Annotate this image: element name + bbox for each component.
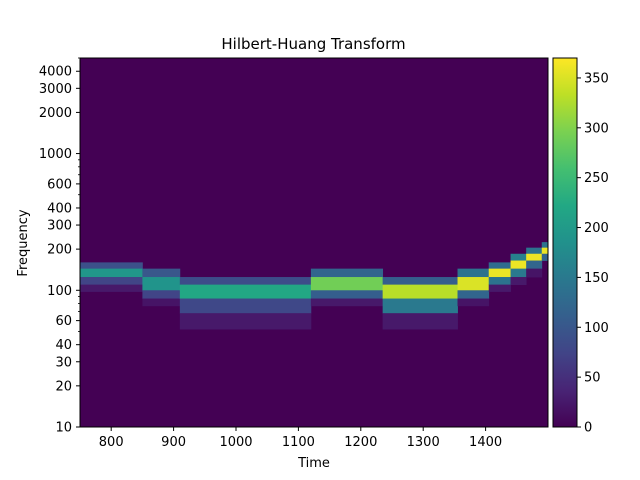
colorbar-tick-label: 300: [584, 121, 609, 136]
y-tick-label: 20: [55, 379, 72, 394]
heatmap-cell: [510, 268, 527, 278]
colorbar-tick-label: 200: [584, 221, 609, 236]
heatmap-cell: [80, 268, 143, 278]
colorbar-tick-label: 100: [584, 321, 609, 336]
heatmap-cell: [526, 268, 543, 278]
x-axis: 800 900 1000 1100 1200 1300 1400: [99, 427, 502, 450]
heatmap-cell: [457, 298, 490, 307]
plot-area: [79, 57, 549, 428]
heatmap-cell: [142, 268, 181, 278]
y-axis-label: Frequency: [16, 209, 31, 276]
y-tick-label: 1000: [39, 147, 72, 162]
heatmap-cell: [310, 290, 384, 299]
colorbar-tick-label: 250: [584, 171, 609, 186]
heatmap-cell: [510, 277, 527, 286]
x-tick-label: 900: [161, 435, 186, 450]
y-tick-label: 200: [47, 243, 72, 258]
plot-background: [80, 58, 548, 427]
x-tick-label: 1000: [219, 435, 252, 450]
heatmap-cell: [382, 313, 458, 330]
y-tick-label: 40: [55, 338, 72, 353]
y-tick-label: 4000: [39, 65, 72, 80]
heatmap-cell: [179, 277, 312, 286]
colorbar: 0 50 100 150 200 250 300 350: [552, 57, 609, 436]
heatmap-cell: [541, 247, 549, 255]
y-tick-label: 3000: [39, 82, 72, 97]
heatmap-cell: [142, 290, 181, 299]
heatmap-cell: [179, 284, 312, 299]
y-tick-label: 30: [55, 355, 72, 370]
heatmap-cells: [80, 242, 549, 330]
heatmap-cell: [457, 268, 490, 278]
x-tick-label: 1400: [469, 435, 502, 450]
heatmap-cell: [541, 253, 549, 261]
heatmap-cell: [310, 277, 384, 291]
x-tick-label: 1300: [407, 435, 440, 450]
y-tick-label: 2000: [39, 106, 72, 121]
heatmap-cell: [142, 277, 181, 291]
colorbar-frame: [552, 57, 578, 428]
colorbar-tick-label: 350: [584, 71, 609, 86]
y-tick-label: 100: [47, 284, 72, 299]
x-tick-label: 1200: [344, 435, 377, 450]
y-tick-label: 400: [47, 201, 72, 216]
heatmap-cell: [510, 253, 527, 261]
heatmap-cell: [310, 298, 384, 307]
x-tick-label: 800: [99, 435, 124, 450]
heatmap-cell: [80, 277, 143, 286]
heatmap-cell: [457, 290, 490, 299]
heatmap-cell: [382, 298, 458, 314]
x-axis-label: Time: [297, 456, 330, 471]
heatmap-cell: [526, 260, 543, 270]
heatmap-cell: [457, 277, 490, 291]
y-tick-label: 10: [55, 421, 72, 436]
colorbar-gradient: [553, 58, 577, 427]
heatmap-cell: [488, 284, 511, 292]
x-tick-label: 1100: [282, 435, 315, 450]
heatmap-cell: [526, 253, 543, 261]
y-tick-label: 300: [47, 219, 72, 234]
y-tick-label: 60: [55, 314, 72, 329]
colorbar-tick-label: 0: [584, 421, 592, 436]
chart-title: Hilbert-Huang Transform: [221, 35, 405, 53]
colorbar-ticks: 0 50 100 150 200 250 300 350: [577, 71, 609, 436]
heatmap-cell: [541, 242, 549, 249]
heatmap-cell: [80, 262, 143, 270]
colorbar-tick-label: 50: [584, 371, 601, 386]
heatmap-cell: [142, 298, 181, 307]
heatmap-cell: [179, 313, 312, 330]
y-axis: 10 20 30 40 60 100 200 300 400 600 1000 2000 3000 400…: [39, 57, 80, 436]
heatmap-cell: [526, 247, 543, 255]
plot-frame: [79, 57, 549, 428]
heatmap-cell: [179, 298, 312, 314]
heatmap-cell: [382, 284, 458, 299]
heatmap-cell: [488, 277, 511, 286]
heatmap-cell: [510, 260, 527, 270]
y-tick-label: 600: [47, 177, 72, 192]
heatmap-cell: [488, 268, 511, 278]
heatmap-cell: [488, 262, 511, 270]
heatmap-cell: [80, 284, 143, 292]
heatmap-cell: [310, 268, 384, 278]
heatmap-cell: [382, 277, 458, 286]
colorbar-tick-label: 150: [584, 271, 609, 286]
